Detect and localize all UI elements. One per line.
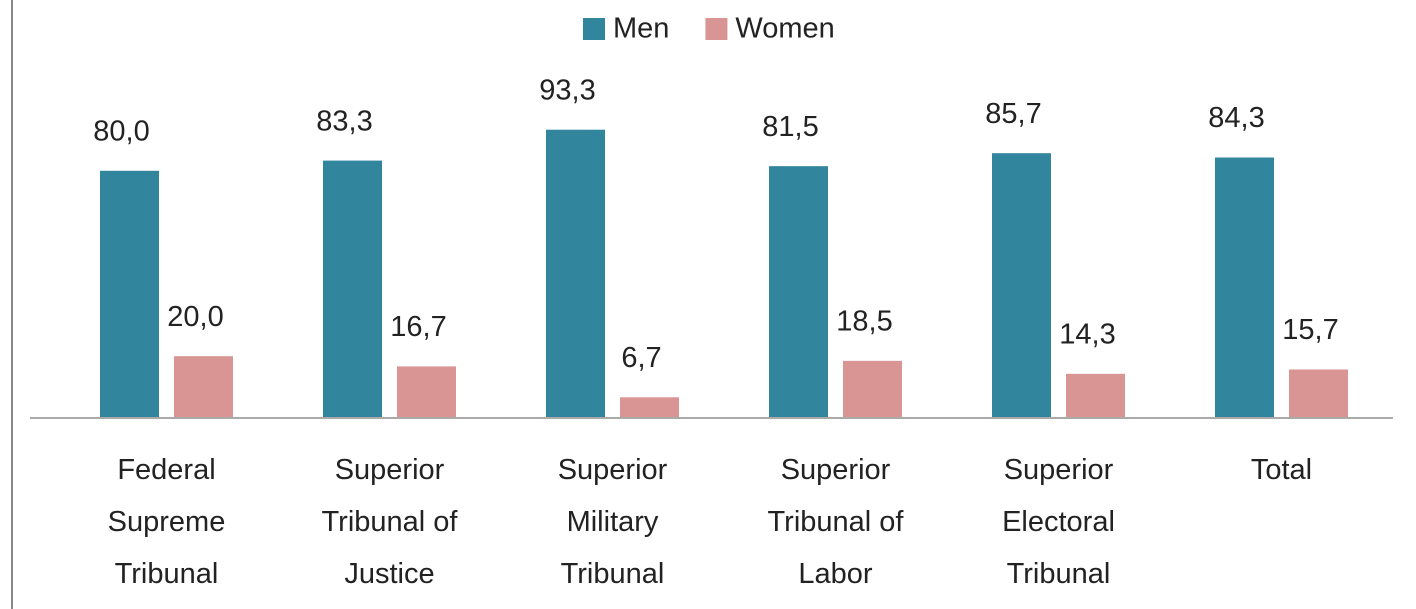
data-label: 81,5 — [762, 111, 818, 143]
x-tick-label: Superior Tribunal of Justice — [322, 454, 459, 590]
bar — [1066, 373, 1125, 418]
x-tick-label: Superior Electoral Tribunal — [1002, 454, 1115, 590]
data-label: 18,5 — [836, 305, 892, 337]
legend-swatch — [705, 18, 728, 40]
data-label: 80,0 — [93, 115, 149, 147]
bar — [843, 360, 902, 418]
data-label: 20,0 — [167, 301, 223, 333]
bar — [620, 397, 679, 418]
data-label: 84,3 — [1208, 102, 1264, 134]
legend-label: Men — [613, 13, 669, 45]
bar — [174, 356, 233, 418]
data-label: 83,3 — [316, 105, 372, 137]
legend-swatch — [583, 18, 605, 40]
x-tick-label: Total — [1251, 454, 1312, 486]
bar — [992, 153, 1051, 418]
data-label: 85,7 — [985, 98, 1041, 130]
data-label: 16,7 — [390, 311, 446, 343]
x-tick-label: Superior Tribunal of Labor — [768, 454, 905, 590]
bar — [769, 166, 828, 418]
x-tick-label: Superior Military Tribunal — [558, 454, 668, 590]
bar — [1289, 369, 1348, 418]
bar — [100, 170, 159, 418]
data-label: 6,7 — [621, 342, 661, 374]
data-label: 15,7 — [1282, 314, 1338, 346]
x-tick-label: Federal Supreme Tribunal — [108, 454, 226, 590]
bar — [397, 366, 456, 418]
bar — [323, 160, 382, 418]
bar — [1215, 157, 1274, 418]
data-label: 14,3 — [1059, 318, 1115, 350]
legend-label: Women — [735, 13, 834, 45]
bar — [546, 129, 605, 418]
data-label: 93,3 — [539, 74, 595, 106]
